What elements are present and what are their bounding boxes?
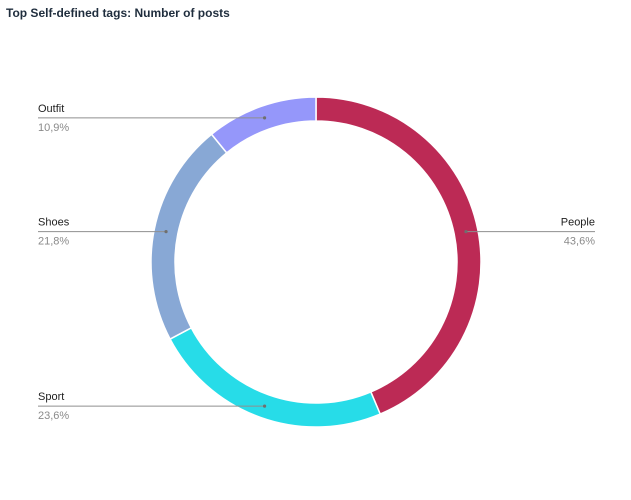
slice-shoes[interactable] <box>150 133 228 341</box>
slice-value-shoes: 21,8% <box>38 236 69 248</box>
slice-value-sport: 23,6% <box>38 410 69 422</box>
leader-dot-people <box>464 230 468 234</box>
slice-label-sport: Sport <box>38 391 64 403</box>
slice-label-outfit: Outfit <box>38 103 64 115</box>
leader-dot-sport <box>262 404 267 408</box>
slice-value-people: 43,6% <box>564 236 595 248</box>
slice-label-shoes: Shoes <box>38 217 70 229</box>
slice-label-people: People <box>561 217 595 229</box>
slice-value-outfit: 10,9% <box>38 122 69 134</box>
donut-slices <box>150 96 482 428</box>
slice-people[interactable] <box>315 96 482 415</box>
slice-sport[interactable] <box>169 326 382 428</box>
slice-outfit[interactable] <box>210 96 317 154</box>
chart-title: Top Self-defined tags: Number of posts <box>6 6 230 20</box>
leader-dot-outfit <box>262 116 267 120</box>
slice-labels: People 43,6% Sport 23,6% Shoes 21,8% Outfit 10,… <box>38 103 595 422</box>
leader-dot-shoes <box>164 230 168 234</box>
leader-lines <box>38 116 595 408</box>
